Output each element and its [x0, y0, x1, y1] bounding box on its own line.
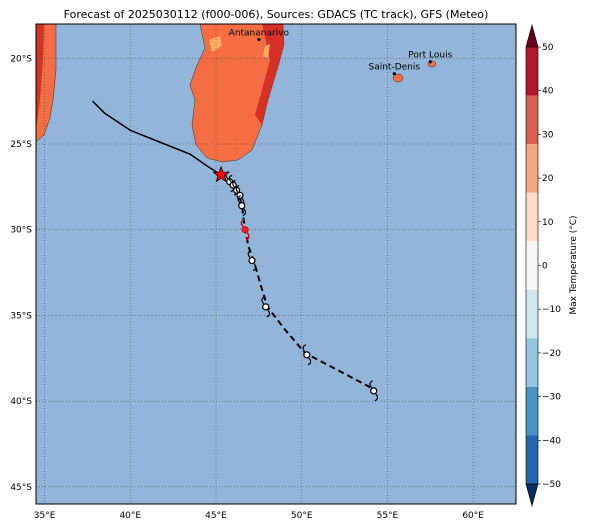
colorbar-tick-label: −10 — [542, 305, 561, 315]
cyclone-symbol — [369, 380, 379, 402]
colorbar-tick-label: 30 — [542, 130, 554, 140]
lat-tick-label: 40°S — [10, 397, 32, 407]
colorbar-segment — [526, 241, 538, 290]
cyclone-symbol — [261, 296, 271, 318]
city-dot — [257, 37, 261, 42]
cyclone-symbol — [237, 195, 247, 217]
lon-tick-label: 50°E — [291, 511, 313, 521]
colorbar-tick-label: 40 — [542, 87, 554, 97]
cyclone-symbol-core — [370, 387, 378, 395]
storm-track — [92, 100, 379, 402]
colorbar-tick-label: −30 — [542, 393, 561, 403]
colorbar-tick-label: −20 — [542, 349, 561, 359]
cyclone-symbol-core — [303, 351, 311, 359]
city-label: Port Louis — [408, 51, 452, 61]
lon-tick-label: 45°E — [205, 511, 227, 521]
colorbar-label: Max Temperature (°C) — [569, 215, 579, 314]
map-frame — [35, 23, 517, 505]
cyclone-symbol-arm — [307, 357, 312, 366]
axis-ticks: 35°E 40°E 45°E 50°E 55°E 60°E 20°S 25°S 30°S 35°S… — [10, 54, 484, 521]
colorbar-segment — [526, 47, 538, 96]
gridlines — [36, 24, 516, 504]
lat-tick-label: 45°S — [10, 483, 32, 493]
cyclone-symbol-arm — [261, 296, 265, 305]
cyclone-symbol — [302, 344, 312, 366]
cyclone-symbol-arm — [252, 263, 257, 272]
colorbar-extend-bottom — [525, 483, 539, 508]
cyclone-symbol — [247, 250, 257, 272]
colorbar: 50 40 30 20 10 0 −10 −20 −30 −40 −50 Max Temperatur… — [525, 23, 579, 508]
cyclone-symbol-arm — [228, 174, 233, 183]
cyclone-symbol-red — [240, 219, 250, 241]
forecast-track-line — [220, 174, 375, 391]
lat-tick-label: 25°S — [10, 140, 32, 150]
lat-tick-label: 20°S — [10, 54, 32, 64]
colorbar-segment — [526, 95, 538, 145]
madagascar-warm-patch-2 — [263, 44, 270, 58]
cyclone-symbol-arm — [235, 184, 240, 193]
colorbar-tick-label: 20 — [542, 174, 554, 184]
ocean-area — [36, 24, 516, 504]
lon-tick-label: 60°E — [462, 511, 484, 521]
madagascar-warm-patch — [209, 36, 222, 52]
lon-tick-label: 55°E — [377, 511, 399, 521]
cyclone-symbol-arm — [245, 232, 250, 241]
cyclone-symbol-arm — [374, 393, 379, 402]
cyclone-symbol-core — [248, 256, 256, 265]
city-label: Saint-Denis — [368, 63, 420, 73]
map-title: Forecast of 2025030112 (f000-006), Sourc… — [63, 8, 489, 21]
colorbar-segment — [526, 338, 538, 387]
city-markers: Antananarivo Port Louis Saint-Denis — [229, 28, 453, 76]
cyclone-symbol-arm — [232, 179, 236, 188]
reunion-island — [392, 73, 404, 83]
colorbar-segment — [526, 435, 538, 484]
colorbar-tick-label: −50 — [542, 480, 561, 490]
lat-tick-label: 30°S — [10, 226, 32, 236]
cyclone-symbol-arm — [242, 208, 247, 217]
city-dot — [392, 72, 396, 76]
cyclone-symbol-arm — [247, 250, 252, 258]
colorbar-segment — [526, 386, 538, 436]
colorbar-segment — [526, 289, 538, 339]
city-label: Antananarivo — [229, 28, 290, 38]
colorbar-extend-top — [525, 23, 539, 48]
cyclone-symbol-arm — [369, 380, 373, 389]
lat-tick-label: 35°S — [10, 311, 32, 321]
colorbar-tick-label: 0 — [542, 262, 548, 272]
colorbar-segment — [526, 192, 538, 242]
current-position-star — [212, 165, 230, 183]
cyclone-symbol-arm — [237, 195, 241, 204]
colorbar-tick-label: −40 — [542, 436, 561, 446]
lon-tick-label: 40°E — [119, 511, 141, 521]
colorbar-segment — [526, 144, 538, 193]
cyclone-symbol-core — [238, 202, 246, 210]
cyclone-symbol-arm — [240, 219, 245, 228]
cyclone-symbol-arm — [302, 344, 307, 353]
madagascar-hot-land — [255, 24, 284, 125]
colorbar-tick-label: 10 — [542, 218, 554, 228]
cyclone-symbol-core — [241, 226, 249, 234]
africa-hot-land — [36, 24, 44, 130]
cyclone-symbol-core — [262, 303, 270, 311]
past-track-line — [92, 100, 222, 176]
colorbar-tick-label: 50 — [542, 43, 554, 53]
city-dot — [428, 60, 432, 64]
lon-tick-label: 35°E — [34, 511, 56, 521]
cyclone-symbol-arm — [266, 309, 271, 318]
